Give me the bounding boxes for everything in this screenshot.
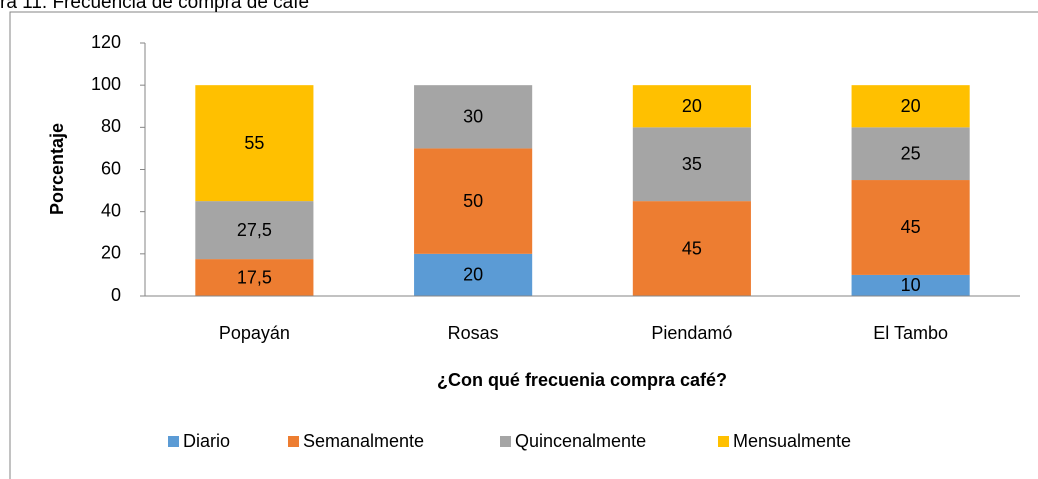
y-tick-label: 60 xyxy=(101,158,121,178)
y-tick-label: 0 xyxy=(111,285,121,305)
x-tick-label: El Tambo xyxy=(873,323,948,343)
data-label: 55 xyxy=(244,133,264,153)
chart-title: ra 11. Frecuencia de compra de café xyxy=(0,0,309,13)
legend-swatch xyxy=(168,436,179,447)
data-label: 45 xyxy=(901,217,921,237)
x-tick-label: Rosas xyxy=(448,323,499,343)
x-axis-label: ¿Con qué frecuenia compra café? xyxy=(437,370,727,390)
bar-segment xyxy=(414,253,533,296)
data-label: 20 xyxy=(901,96,921,116)
data-label: 17,5 xyxy=(237,267,272,287)
data-label: 27,5 xyxy=(237,220,272,240)
data-label: 25 xyxy=(901,143,921,163)
bar-segment xyxy=(632,85,751,128)
legend-label: Diario xyxy=(183,431,230,451)
y-tick-label: 40 xyxy=(101,200,121,220)
y-tick-label: 100 xyxy=(91,74,121,94)
data-label: 30 xyxy=(463,107,483,127)
bar-segment xyxy=(195,259,314,296)
x-tick-label: Piendamó xyxy=(651,323,732,343)
y-tick-label: 120 xyxy=(91,32,121,52)
data-label: 50 xyxy=(463,191,483,211)
bar-segment xyxy=(851,180,970,275)
y-tick-label: 20 xyxy=(101,243,121,263)
data-label: 20 xyxy=(682,96,702,116)
bar-segment xyxy=(632,201,751,296)
chart-frame xyxy=(9,11,1038,479)
legend-label: Quincenalmente xyxy=(515,431,646,451)
x-tick-label: Popayán xyxy=(219,323,290,343)
legend-swatch xyxy=(718,436,729,447)
bar-segment xyxy=(414,85,533,149)
bar-segment xyxy=(851,85,970,128)
data-label: 10 xyxy=(901,275,921,295)
bar-segment xyxy=(195,201,314,260)
bar-segment xyxy=(632,127,751,202)
bar-segment xyxy=(195,85,314,202)
data-label: 45 xyxy=(682,238,702,258)
legend-label: Semanalmente xyxy=(303,431,424,451)
legend-swatch xyxy=(288,436,299,447)
bar-segment xyxy=(851,127,970,181)
legend-label: Mensualmente xyxy=(733,431,851,451)
legend-swatch xyxy=(500,436,511,447)
data-label: 35 xyxy=(682,154,702,174)
y-tick-label: 80 xyxy=(101,116,121,136)
bar-segment xyxy=(851,274,970,296)
data-label: 20 xyxy=(463,265,483,285)
bar-segment xyxy=(414,148,533,254)
y-axis-label: Porcentaje xyxy=(47,123,67,215)
